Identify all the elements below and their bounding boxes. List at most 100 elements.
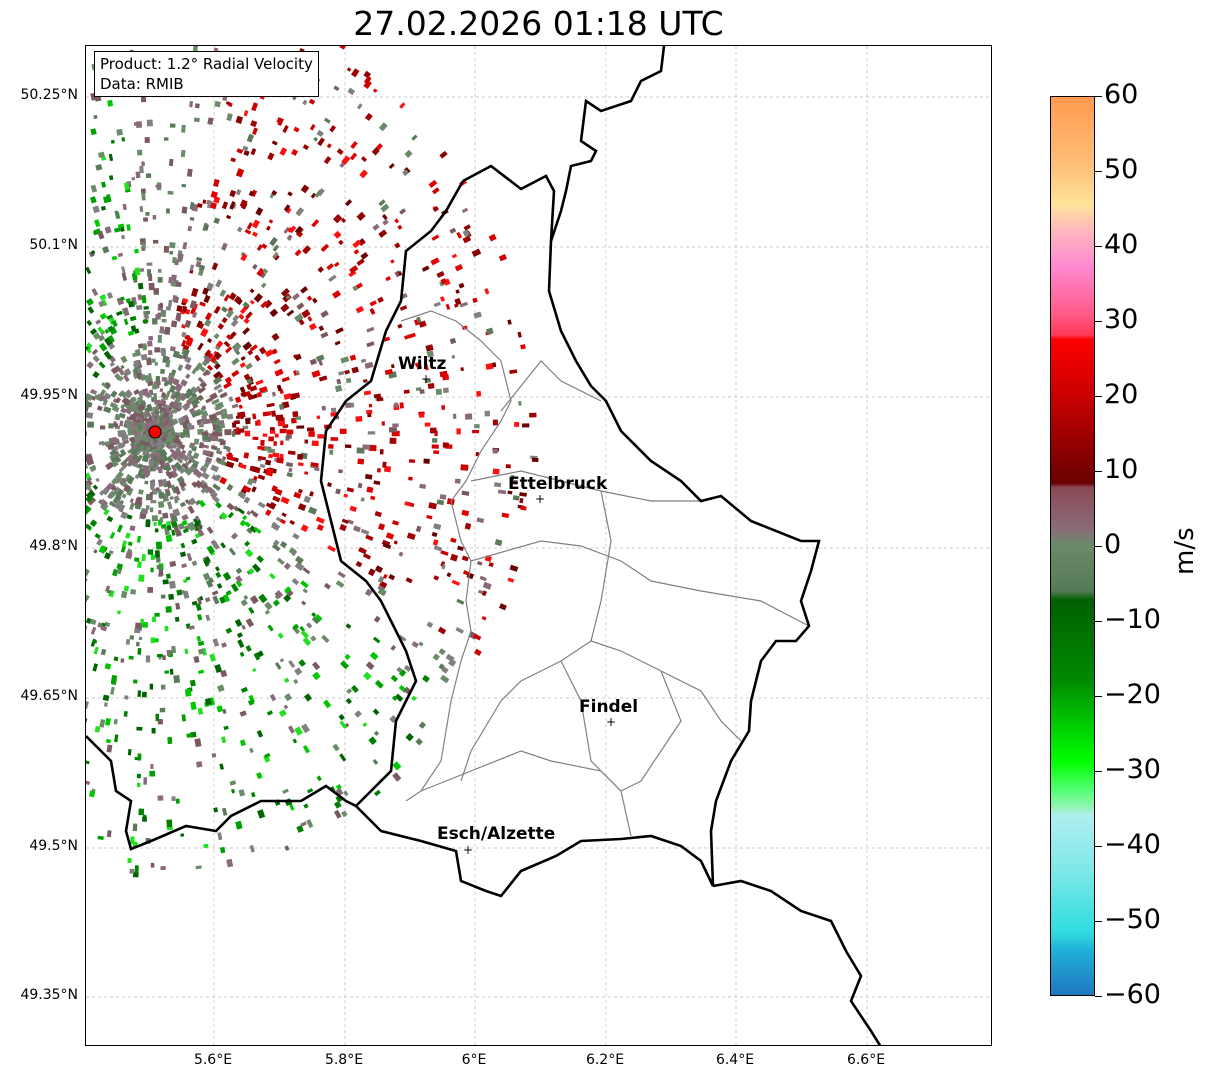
velocity-pixel (169, 448, 178, 456)
velocity-pixel (108, 500, 116, 508)
velocity-pixel (118, 465, 126, 473)
velocity-pixel (226, 502, 235, 511)
product-info-box: Product: 1.2° Radial Velocity Data: RMIB (94, 51, 319, 97)
velocity-pixel (86, 506, 92, 515)
velocity-pixel (278, 709, 287, 717)
radar-map[interactable]: + + + + Wiltz Ettelbruck Findel Esch/Alz… (85, 45, 992, 1046)
y-tick-label: 49.5°N (29, 838, 78, 854)
velocity-pixel (349, 265, 359, 274)
velocity-pixel (176, 475, 185, 484)
velocity-pixel (333, 800, 342, 809)
velocity-pixel (117, 367, 125, 376)
velocity-pixel (206, 545, 215, 555)
velocity-pixel (128, 405, 136, 413)
velocity-pixel (280, 440, 284, 446)
velocity-pixel (221, 807, 228, 816)
velocity-pixel (257, 474, 266, 481)
velocity-pixel (215, 345, 221, 351)
velocity-pixel (189, 216, 195, 221)
velocity-pixel (475, 452, 479, 457)
velocity-pixel (160, 866, 166, 871)
city-marker-icon: + (463, 843, 473, 857)
velocity-pixel (119, 448, 127, 457)
velocity-pixel (154, 399, 161, 404)
velocity-pixel (222, 708, 227, 715)
velocity-pixel (92, 332, 101, 340)
velocity-pixel (327, 545, 336, 553)
velocity-pixel (221, 316, 228, 324)
velocity-pixel (114, 487, 121, 493)
velocity-pixel (320, 331, 329, 339)
velocity-pixel (210, 435, 219, 442)
velocity-pixel (164, 326, 171, 335)
velocity-pixel (118, 442, 124, 449)
velocity-pixel (98, 361, 106, 369)
velocity-pixel (432, 206, 439, 213)
velocity-pixel (335, 327, 344, 334)
velocity-pixel (110, 139, 115, 144)
velocity-pixel (115, 488, 125, 498)
velocity-pixel (175, 798, 180, 804)
velocity-pixel (223, 725, 229, 731)
velocity-pixel (191, 560, 198, 567)
velocity-pixel (157, 334, 162, 343)
velocity-pixel (161, 376, 168, 383)
velocity-pixel (155, 487, 160, 491)
velocity-pixel (239, 199, 248, 209)
velocity-pixel (389, 437, 397, 444)
velocity-pixel (249, 747, 254, 754)
velocity-pixel (163, 483, 168, 488)
velocity-pixel (207, 337, 213, 344)
velocity-pixel (125, 453, 135, 463)
colorbar (1050, 96, 1095, 996)
velocity-pixel (311, 369, 321, 378)
velocity-pixel (115, 455, 122, 463)
velocity-pixel (438, 663, 445, 670)
velocity-pixel (505, 464, 511, 469)
velocity-pixel (277, 557, 285, 566)
velocity-pixel (105, 585, 111, 593)
velocity-pixel (210, 464, 220, 473)
velocity-pixel (240, 307, 247, 315)
velocity-pixel (225, 590, 232, 596)
velocity-pixel (391, 695, 398, 701)
velocity-pixel (87, 497, 97, 506)
velocity-pixel (89, 519, 98, 527)
velocity-pixel (264, 752, 271, 759)
velocity-pixel (360, 358, 367, 363)
velocity-pixel (137, 468, 144, 477)
velocity-pixel (303, 495, 311, 504)
colorbar-unit-label: m/s (1170, 527, 1200, 575)
velocity-pixel (189, 679, 196, 687)
velocity-pixel (485, 363, 494, 370)
velocity-pixel (223, 381, 232, 389)
velocity-pixel (323, 699, 332, 709)
velocity-pixel (175, 447, 181, 453)
velocity-pixel (449, 227, 457, 234)
velocity-pixel (274, 590, 284, 599)
velocity-pixel (249, 344, 258, 352)
velocity-pixel (411, 695, 417, 702)
velocity-pixel (294, 561, 305, 572)
velocity-pixel (145, 433, 152, 440)
velocity-pixel (243, 150, 250, 157)
velocity-pixel (408, 459, 416, 464)
velocity-pixel (160, 368, 165, 374)
velocity-pixel (264, 459, 272, 466)
velocity-pixel (149, 770, 155, 777)
velocity-pixel (162, 355, 168, 363)
velocity-pixel (197, 640, 205, 647)
velocity-pixel (363, 671, 372, 681)
velocity-pixel (199, 465, 208, 473)
velocity-pixel (219, 439, 226, 446)
velocity-pixel (305, 622, 313, 629)
velocity-pixel (143, 217, 148, 222)
velocity-pixel (202, 572, 211, 581)
velocity-pixel (392, 423, 399, 428)
velocity-pixel (307, 316, 313, 322)
velocity-pixel (191, 447, 197, 452)
velocity-pixel (272, 452, 280, 458)
velocity-pixel (274, 433, 279, 438)
velocity-pixel (150, 554, 155, 560)
velocity-pixel (478, 589, 484, 595)
